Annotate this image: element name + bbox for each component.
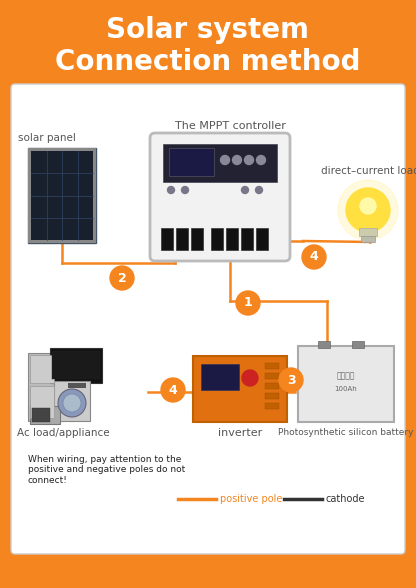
Circle shape xyxy=(255,186,262,193)
Circle shape xyxy=(279,368,303,392)
Circle shape xyxy=(161,378,185,402)
Text: The MPPT controller: The MPPT controller xyxy=(175,121,285,131)
FancyBboxPatch shape xyxy=(361,236,375,242)
Text: 3: 3 xyxy=(287,373,295,386)
FancyBboxPatch shape xyxy=(11,84,405,554)
FancyBboxPatch shape xyxy=(211,228,223,250)
FancyBboxPatch shape xyxy=(28,148,96,243)
FancyBboxPatch shape xyxy=(28,148,96,151)
FancyBboxPatch shape xyxy=(265,393,279,399)
FancyBboxPatch shape xyxy=(318,341,330,348)
FancyBboxPatch shape xyxy=(163,144,277,182)
Circle shape xyxy=(257,155,265,165)
Text: 4: 4 xyxy=(310,250,318,263)
FancyBboxPatch shape xyxy=(161,228,173,250)
FancyBboxPatch shape xyxy=(30,406,60,424)
Text: positive pole: positive pole xyxy=(220,494,282,504)
FancyBboxPatch shape xyxy=(298,346,394,422)
Text: When wiring, pay attention to the
positive and negative poles do not
connect!: When wiring, pay attention to the positi… xyxy=(28,455,185,485)
FancyBboxPatch shape xyxy=(265,373,279,379)
FancyBboxPatch shape xyxy=(265,363,279,369)
Text: 1: 1 xyxy=(244,296,253,309)
FancyBboxPatch shape xyxy=(265,403,279,409)
Text: Photosynthetic silicon battery: Photosynthetic silicon battery xyxy=(278,428,414,437)
Text: 4: 4 xyxy=(168,383,177,396)
FancyBboxPatch shape xyxy=(201,364,239,390)
FancyBboxPatch shape xyxy=(359,228,377,236)
FancyBboxPatch shape xyxy=(226,228,238,250)
FancyBboxPatch shape xyxy=(28,353,56,421)
Text: Solar system: Solar system xyxy=(106,16,310,44)
FancyBboxPatch shape xyxy=(193,356,287,422)
Circle shape xyxy=(220,155,230,165)
Circle shape xyxy=(242,186,248,193)
Circle shape xyxy=(302,245,326,269)
Text: 2: 2 xyxy=(118,272,126,285)
FancyBboxPatch shape xyxy=(68,383,86,388)
FancyBboxPatch shape xyxy=(169,148,214,176)
FancyBboxPatch shape xyxy=(50,348,102,383)
Circle shape xyxy=(346,188,390,232)
FancyBboxPatch shape xyxy=(30,355,54,383)
Text: direct–current load: direct–current load xyxy=(321,166,416,176)
Text: inverter: inverter xyxy=(218,428,262,438)
Circle shape xyxy=(110,266,134,290)
Circle shape xyxy=(58,389,86,417)
FancyBboxPatch shape xyxy=(32,408,50,422)
Circle shape xyxy=(236,291,260,315)
Circle shape xyxy=(233,155,242,165)
FancyBboxPatch shape xyxy=(256,228,268,250)
Text: Ac load/appliance: Ac load/appliance xyxy=(17,428,109,438)
Circle shape xyxy=(181,186,188,193)
FancyBboxPatch shape xyxy=(265,383,279,389)
Text: solar panel: solar panel xyxy=(18,133,76,143)
Text: 光合硅能: 光合硅能 xyxy=(337,372,355,380)
Circle shape xyxy=(245,155,253,165)
Circle shape xyxy=(63,394,81,412)
FancyBboxPatch shape xyxy=(28,148,31,243)
Circle shape xyxy=(338,180,398,240)
FancyBboxPatch shape xyxy=(191,228,203,250)
FancyBboxPatch shape xyxy=(150,133,290,261)
Text: cathode: cathode xyxy=(326,494,366,504)
FancyBboxPatch shape xyxy=(30,386,54,418)
FancyBboxPatch shape xyxy=(241,228,253,250)
Text: 100Ah: 100Ah xyxy=(334,386,357,392)
FancyBboxPatch shape xyxy=(352,341,364,348)
Text: Connection method: Connection method xyxy=(55,48,361,76)
Circle shape xyxy=(360,198,376,214)
Circle shape xyxy=(242,370,258,386)
FancyBboxPatch shape xyxy=(54,381,90,421)
FancyBboxPatch shape xyxy=(28,240,96,243)
Circle shape xyxy=(168,186,174,193)
FancyBboxPatch shape xyxy=(176,228,188,250)
FancyBboxPatch shape xyxy=(93,148,96,243)
FancyBboxPatch shape xyxy=(52,351,100,379)
